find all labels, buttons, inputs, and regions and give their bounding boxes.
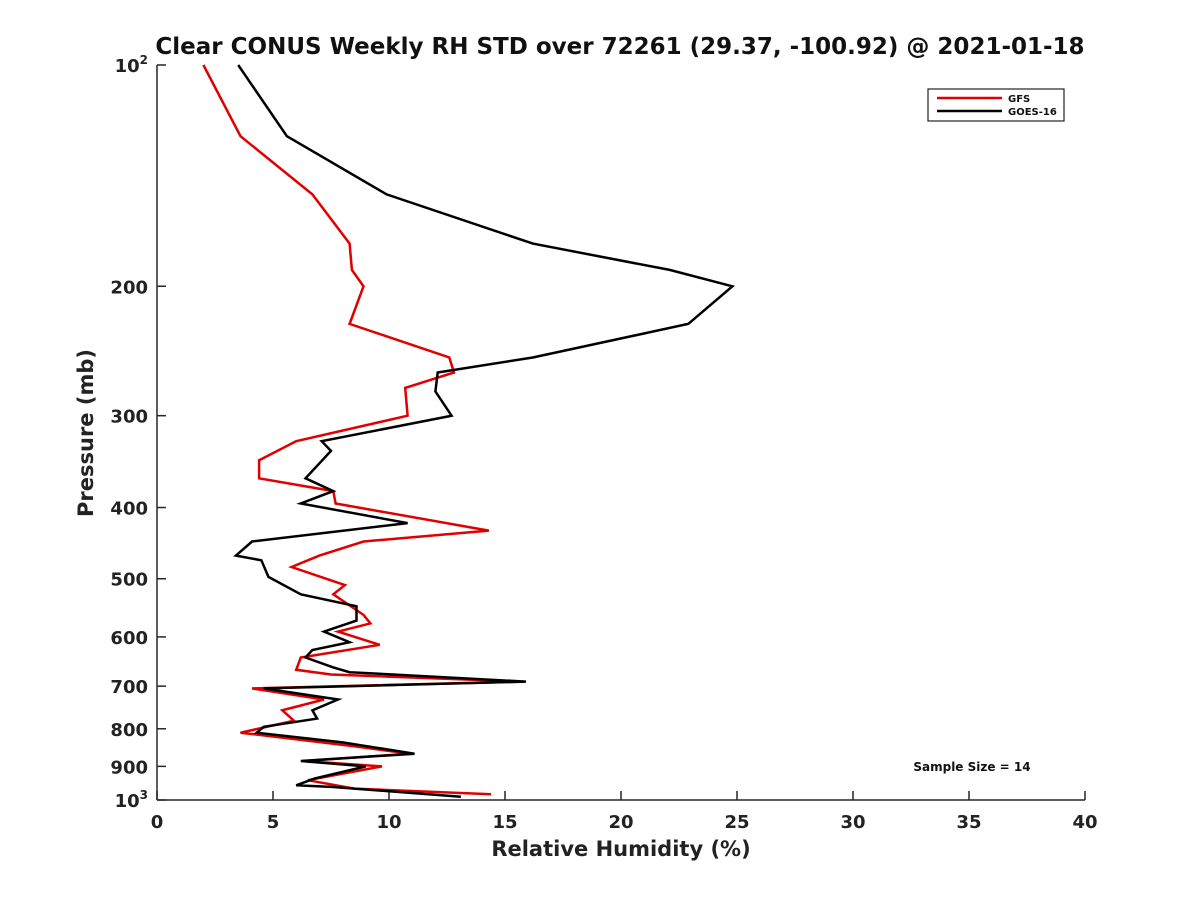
y-tick-label: 102 [115, 53, 148, 77]
y-tick-label: 300 [110, 407, 148, 428]
x-tick-label: 25 [724, 812, 749, 833]
sample-size-annotation: Sample Size = 14 [913, 760, 1030, 774]
x-tick-label: 15 [492, 812, 517, 833]
plot-area: 0 5 10 15 20 25 30 35 40 102 200 300 400 500 600 700 80… [110, 53, 1097, 833]
legend-box [927, 88, 1065, 122]
series-line-gfs [202, 64, 524, 796]
x-tick-label: 20 [608, 812, 633, 833]
chart-title: Clear CONUS Weekly RH STD over 72261 (29… [155, 34, 1084, 60]
x-tick-label: 30 [840, 812, 865, 833]
y-ticks: 102 200 300 400 500 600 700 800 900 103 [110, 53, 166, 812]
x-tick-label: 35 [956, 812, 981, 833]
x-axis-label: Relative Humidity (%) [491, 837, 750, 861]
y-tick-label: 400 [110, 499, 148, 520]
y-tick-label: 700 [110, 677, 148, 698]
y-tick-label: 500 [110, 570, 148, 591]
y-tick-label: 103 [115, 788, 148, 812]
x-tick-label: 40 [1072, 812, 1097, 833]
y-axis-label: Pressure (mb) [74, 349, 98, 517]
y-tick-label: 200 [110, 277, 148, 298]
legend-label-goes16: GOES-16 [1008, 107, 1057, 118]
x-tick-label: 0 [151, 812, 164, 833]
x-tick-label: 5 [267, 812, 280, 833]
series-line-goes16 [233, 64, 736, 799]
x-ticks: 0 5 10 15 20 25 30 35 40 [151, 791, 1098, 833]
y-tick-label: 800 [110, 720, 148, 741]
y-tick-label: 900 [110, 757, 148, 778]
series-lines [202, 64, 736, 799]
legend-label-gfs: GFS [1008, 94, 1030, 105]
y-tick-label: 600 [110, 628, 148, 649]
plot-frame [157, 65, 1085, 800]
legend: GFS GOES-16 [927, 88, 1065, 122]
x-tick-label: 10 [376, 812, 401, 833]
